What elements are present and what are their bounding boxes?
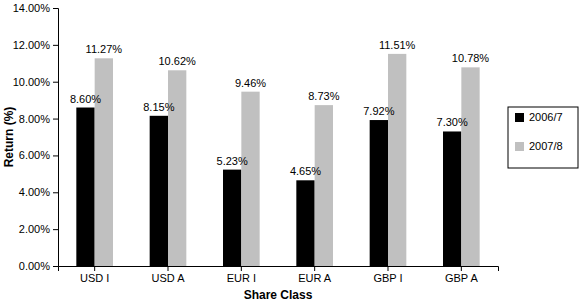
x-tick: GBP I [373, 266, 402, 284]
chart: 8.60% 8.15% 5.23% 4.65% 7.92% 7.30% 11.27% 10.6… [0, 0, 584, 304]
x-tick: USD A [151, 266, 185, 284]
x-tick-mark [461, 266, 462, 271]
bar [76, 108, 94, 266]
data-label: 7.30% [437, 116, 468, 128]
x-tick-mark [168, 266, 169, 271]
data-label: 5.23% [217, 155, 248, 167]
data-label: 10.62% [159, 55, 197, 67]
y-tick-mark [53, 266, 58, 267]
data-label: 11.51% [379, 39, 416, 51]
bar [150, 116, 168, 266]
y-tick-label: 8.00% [19, 113, 50, 125]
y-tick-mark [53, 229, 58, 230]
bar [95, 58, 113, 266]
bar [370, 120, 388, 266]
legend-swatch [515, 113, 524, 122]
x-tick: EUR I [227, 266, 256, 284]
y-axis-title: Return (%) [2, 107, 16, 168]
y-tick-mark [53, 82, 58, 83]
data-label: 11.27% [86, 43, 123, 55]
data-label: 8.73% [308, 90, 339, 102]
bar [388, 54, 406, 266]
x-tick-mark [388, 266, 389, 271]
x-tick-label: EUR I [227, 272, 256, 284]
x-tick: USD I [80, 266, 109, 284]
bar [168, 70, 186, 266]
data-label: 9.46% [235, 77, 266, 89]
x-tick-label: GBP I [373, 272, 402, 284]
data-label: 10.78% [452, 52, 490, 64]
y-tick: 10.00% [13, 76, 58, 88]
legend-swatch [515, 142, 524, 151]
y-tick: 6.00% [19, 149, 58, 161]
y-tick-mark [53, 119, 58, 120]
legend-label: 2007/8 [529, 140, 563, 152]
x-axis-line [59, 267, 499, 272]
bar [296, 180, 314, 266]
bar [241, 92, 259, 266]
y-tick: 4.00% [19, 186, 58, 198]
y-tick: 2.00% [19, 223, 58, 235]
y-tick-label: 10.00% [13, 76, 51, 88]
legend-box [508, 107, 578, 168]
x-tick-label: USD I [80, 272, 109, 284]
data-labels: 8.60% 8.15% 5.23% 4.65% 7.92% 7.30% 11.27% 10.6… [70, 39, 489, 177]
legend: 2006/7 2007/8 [508, 107, 578, 168]
y-tick-mark [53, 8, 58, 9]
x-tick: GBP A [445, 266, 478, 284]
y-tick-label: 12.00% [13, 39, 51, 51]
y-tick-mark [53, 192, 58, 193]
x-axis-title: Share Class [244, 288, 313, 302]
bar [443, 131, 461, 266]
x-tick-label: EUR A [298, 272, 332, 284]
y-tick: 14.00% [13, 2, 58, 14]
y-axis: 0.00% 2.00% 4.00% 6.00% 8.00% 10.00% 12.00% 14.… [13, 2, 59, 272]
y-tick-label: 14.00% [13, 2, 51, 14]
y-tick: 8.00% [19, 113, 58, 125]
x-tick: EUR A [298, 266, 332, 284]
legend-label: 2006/7 [529, 111, 563, 123]
data-label: 4.65% [290, 165, 321, 177]
bar [315, 105, 333, 266]
x-tick-label: GBP A [445, 272, 478, 284]
data-label: 8.60% [70, 93, 101, 105]
data-label: 8.15% [143, 101, 174, 113]
y-tick-label: 2.00% [19, 223, 50, 235]
y-tick-mark [53, 45, 58, 46]
y-tick: 0.00% [19, 260, 58, 272]
plot-area: 8.60% 8.15% 5.23% 4.65% 7.92% 7.30% 11.27% 10.6… [13, 2, 499, 284]
x-tick-label: USD A [151, 272, 185, 284]
y-tick-label: 0.00% [19, 260, 50, 272]
y-tick-label: 6.00% [19, 149, 50, 161]
y-axis-line [53, 9, 59, 267]
bar [223, 170, 241, 266]
bars [76, 54, 479, 266]
data-label: 7.92% [363, 105, 394, 117]
y-tick-label: 4.00% [19, 186, 50, 198]
y-tick: 12.00% [13, 39, 58, 51]
x-tick-mark [94, 266, 95, 271]
y-tick-mark [53, 155, 58, 156]
x-tick-mark [241, 266, 242, 271]
x-tick-mark [314, 266, 315, 271]
bar [461, 67, 479, 266]
x-axis: USD I USD A EUR I EUR A GBP I GBP A [59, 266, 499, 284]
